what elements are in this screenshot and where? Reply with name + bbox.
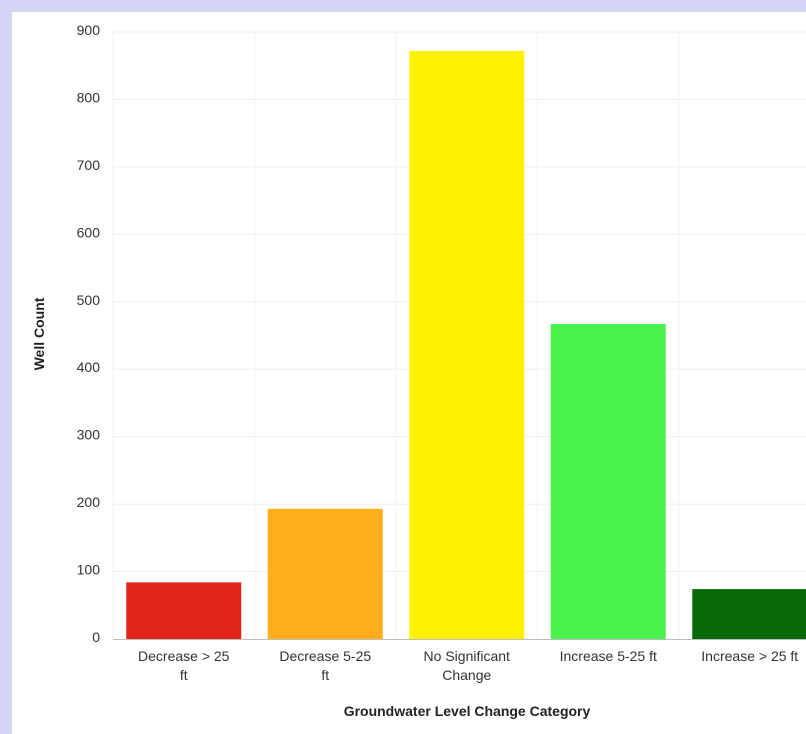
x-tick-label: Increase > 25 ft <box>701 648 798 664</box>
y-tick-label: 100 <box>77 562 101 578</box>
x-tick-label-line: Decrease > 25 <box>138 648 230 664</box>
bar[interactable] <box>550 324 666 639</box>
x-tick-label-line: No Significant <box>424 648 510 664</box>
x-tick-label-line: Change <box>442 667 491 683</box>
y-tick-label: 400 <box>77 359 101 375</box>
y-tick-labels: 0 100 200 300 400 500 600 700 800 900 <box>77 22 101 645</box>
x-tick-labels: Decrease > 25 ft Decrease 5-25 ft No Signifi… <box>138 648 798 683</box>
bar[interactable] <box>126 582 242 639</box>
x-tick-label-line: ft <box>180 667 188 683</box>
y-tick-label: 900 <box>77 22 101 38</box>
x-tick-label-line: Increase 5-25 ft <box>560 648 657 664</box>
y-tick-label: 0 <box>92 629 100 645</box>
x-tick-label: Decrease 5-25 ft <box>279 648 371 683</box>
chart-panel: 0 100 200 300 400 500 600 700 800 900 Decrease > … <box>12 12 806 734</box>
y-axis-title: Well Count <box>31 297 47 370</box>
x-tick-label-line: Increase > 25 ft <box>701 648 798 664</box>
x-tick-label: No Significant Change <box>424 648 510 683</box>
y-tick-label: 600 <box>77 224 101 240</box>
bar-chart: 0 100 200 300 400 500 600 700 800 900 Decrease > … <box>31 22 806 719</box>
bar[interactable] <box>409 50 525 639</box>
y-tick-label: 700 <box>77 157 101 173</box>
x-tick-label-line: Decrease 5-25 <box>279 648 371 664</box>
bar[interactable] <box>692 589 806 639</box>
y-tick-label: 500 <box>77 292 101 308</box>
x-tick-label: Increase 5-25 ft <box>560 648 657 664</box>
x-tick-label: Decrease > 25 ft <box>138 648 230 683</box>
x-axis-title: Groundwater Level Change Category <box>344 703 591 719</box>
y-tick-label: 800 <box>77 89 101 105</box>
y-tick-label: 300 <box>77 427 101 443</box>
x-tick-label-line: ft <box>321 667 329 683</box>
y-tick-label: 200 <box>77 494 101 510</box>
bars <box>126 50 806 639</box>
bar[interactable] <box>267 508 383 639</box>
